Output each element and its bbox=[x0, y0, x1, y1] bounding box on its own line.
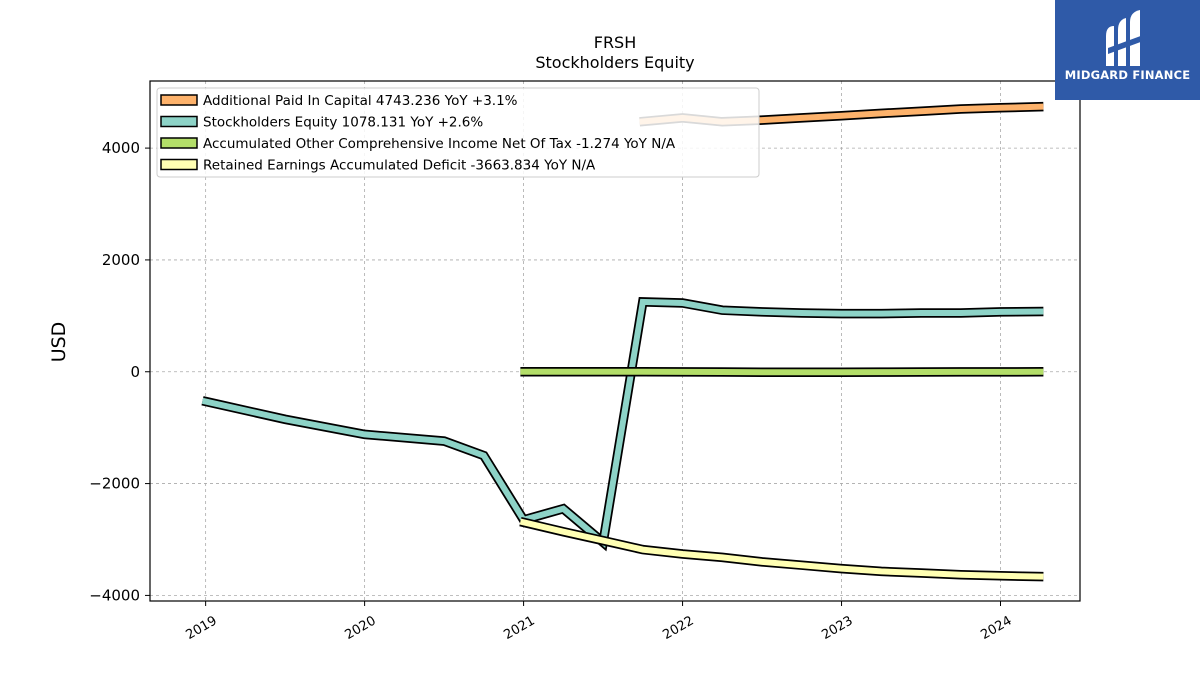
x-tick-label: 2024 bbox=[978, 613, 1014, 643]
series-line-3 bbox=[519, 518, 1044, 580]
plot-frame bbox=[149, 80, 1081, 602]
series-line-1 bbox=[201, 298, 1044, 548]
legend-swatch bbox=[160, 137, 198, 149]
series-layer bbox=[201, 101, 1044, 582]
brand-logo: MIDGARD FINANCE bbox=[1055, 0, 1200, 100]
chart-subtitle: Stockholders Equity bbox=[535, 53, 694, 72]
x-tick-label: 2022 bbox=[660, 613, 696, 643]
legend-entry: Accumulated Other Comprehensive Income N… bbox=[203, 136, 676, 152]
series-outline-3 bbox=[519, 516, 1044, 582]
y-tick-label: 2000 bbox=[102, 251, 140, 269]
y-tick-label: −2000 bbox=[89, 475, 140, 493]
legend-entry: Retained Earnings Accumulated Deficit -3… bbox=[203, 158, 596, 174]
x-tick-label: 2019 bbox=[183, 613, 219, 643]
y-tick-label: −4000 bbox=[89, 586, 140, 604]
legend-entry: Additional Paid In Capital 4743.236 YoY … bbox=[203, 93, 518, 109]
series-line-2 bbox=[520, 368, 1044, 376]
legend-box bbox=[156, 87, 760, 178]
legend-swatch bbox=[160, 94, 198, 106]
chart-title: FRSH bbox=[594, 33, 637, 52]
y-axis-label: USD bbox=[48, 322, 70, 363]
brand-name: MIDGARD FINANCE bbox=[1064, 68, 1191, 82]
x-tick-label: 2020 bbox=[342, 613, 378, 643]
y-tick-label: 0 bbox=[130, 363, 140, 381]
x-tick-label: 2023 bbox=[819, 613, 855, 643]
legend-swatch bbox=[160, 158, 198, 171]
legend-swatch bbox=[160, 115, 198, 128]
midgard-logo-icon bbox=[1106, 10, 1146, 66]
x-tick-label: 2021 bbox=[501, 613, 537, 643]
y-tick-label: 4000 bbox=[102, 139, 140, 157]
legend-entry: Stockholders Equity 1078.131 YoY +2.6% bbox=[203, 115, 483, 131]
legend: Additional Paid In Capital 4743.236 YoY … bbox=[156, 87, 760, 178]
